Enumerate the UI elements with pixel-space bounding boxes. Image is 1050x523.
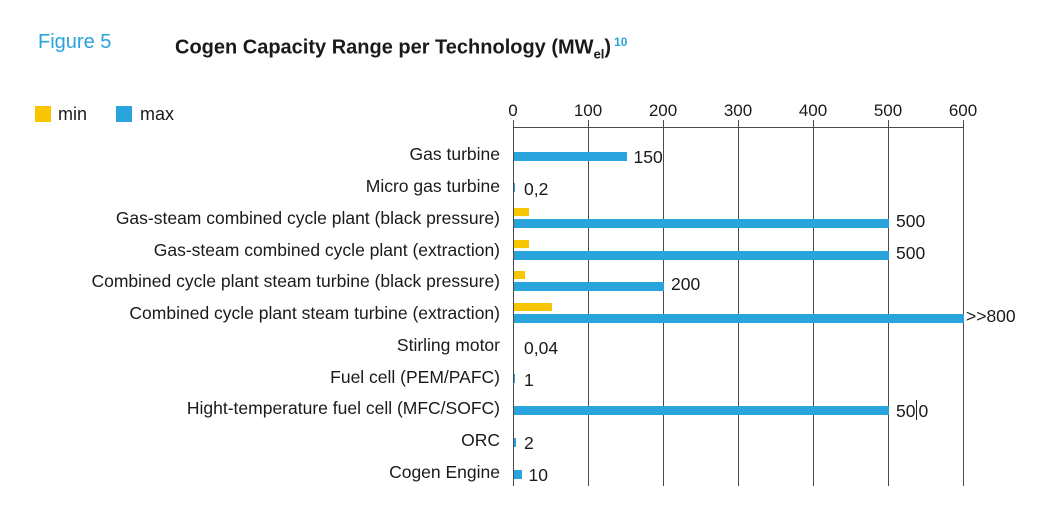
gridline-300: [737, 120, 739, 486]
value-axis-line: [513, 127, 964, 128]
max-bar: [514, 151, 627, 161]
figure-label: Figure 5: [38, 31, 112, 53]
max-bar: [514, 282, 664, 292]
gridline-500: [887, 120, 889, 486]
gridline-0: [512, 120, 514, 486]
value-label: 10: [528, 465, 548, 485]
gridline-400: [812, 120, 814, 486]
value-label: 0,04: [524, 337, 559, 358]
axis-tick-label: 300: [723, 101, 753, 120]
value-label: 0,2: [524, 178, 549, 199]
max-bar: [514, 405, 889, 415]
category-label: Stirling motor: [396, 334, 500, 355]
min-bar: [514, 303, 552, 312]
category-label: Gas-steam combined cycle plant (black pr…: [115, 207, 500, 228]
max-bar: [514, 374, 515, 384]
value-label: 2: [524, 433, 534, 454]
min-bar: [514, 271, 526, 280]
value-label: 500: [896, 210, 926, 231]
text-cursor: [916, 400, 918, 421]
legend-min-label: min: [58, 104, 88, 124]
figure-title: Cogen Capacity Range per Technology (MWe…: [175, 30, 627, 67]
value-label: 150: [633, 147, 663, 168]
category-label: Hight-temperature fuel cell (MFC/SOFC): [186, 398, 500, 419]
gridline-100: [587, 120, 589, 486]
max-bar: [514, 314, 964, 324]
category-label: Combined cycle plant steam turbine (extr…: [129, 303, 500, 324]
category-label: Cogen Engine: [389, 462, 500, 482]
min-bar: [514, 207, 529, 216]
category-label: Fuel cell (PEM/PAFC): [330, 366, 500, 387]
footnote-marker: 10: [614, 35, 628, 49]
max-bar: [514, 218, 889, 228]
figure-title-suffix: ): [604, 36, 612, 59]
max-bar: [514, 469, 522, 479]
category-label: Gas turbine: [409, 144, 500, 165]
axis-tick-label: 100: [573, 101, 603, 120]
value-label: >>800: [966, 306, 1016, 327]
max-bar: [514, 250, 889, 260]
legend-max-label: max: [140, 104, 175, 124]
axis-tick-label: 400: [798, 101, 828, 120]
value-label: 200: [671, 274, 701, 295]
legend-max-swatch: [116, 106, 132, 122]
figure-title-subscript: el: [593, 46, 605, 62]
figure-title-text: Cogen Capacity Range per Technology (MW: [175, 36, 594, 59]
axis-tick-label: 500: [873, 101, 903, 120]
category-label: Gas-steam combined cycle plant (extracti…: [153, 239, 500, 260]
legend-min-swatch: [35, 106, 51, 122]
max-bar: [514, 437, 516, 447]
axis-tick-label: 600: [948, 101, 978, 120]
value-label: 500: [896, 242, 926, 263]
gridline-200: [662, 120, 664, 486]
axis-tick-label: 0: [508, 101, 518, 120]
axis-tick-label: 200: [648, 101, 678, 120]
category-label: ORC: [461, 430, 500, 451]
gridline-600: [962, 120, 964, 486]
category-label: Combined cycle plant steam turbine (blac…: [91, 271, 500, 292]
category-label: Micro gas turbine: [365, 175, 500, 196]
min-bar: [514, 239, 529, 248]
value-label: 1: [524, 369, 534, 390]
